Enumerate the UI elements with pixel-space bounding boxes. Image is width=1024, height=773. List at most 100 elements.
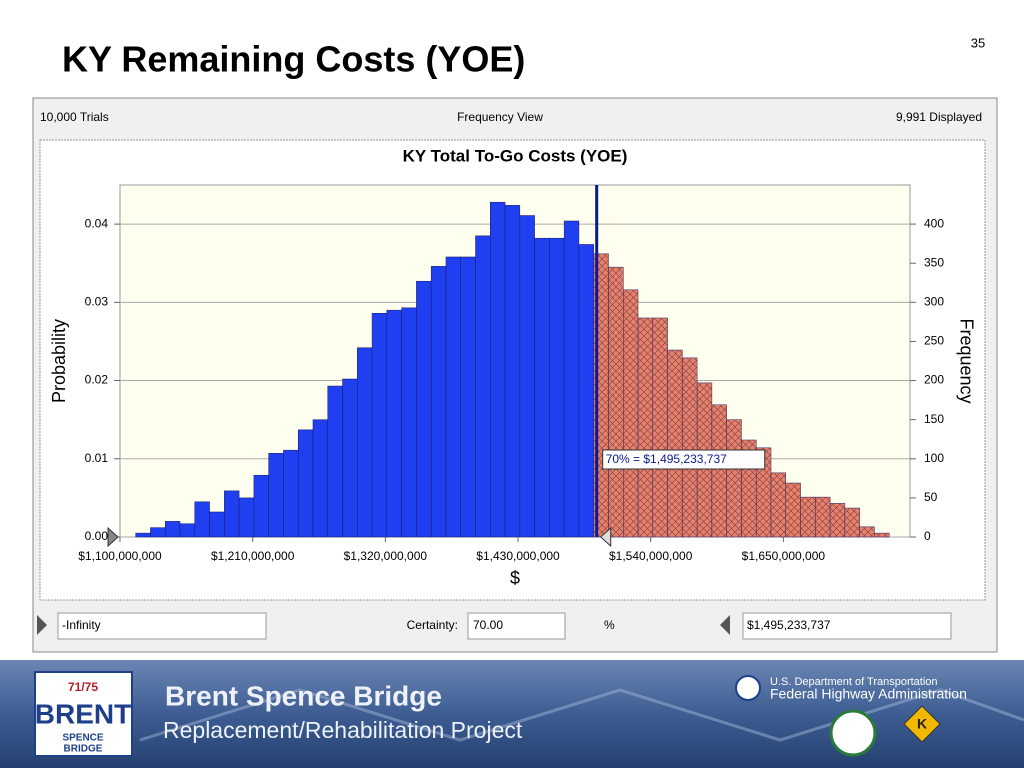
certainty-unit: % (604, 618, 615, 632)
left-value: -Infinity (62, 618, 101, 632)
y2-tick-label: 350 (924, 255, 944, 269)
bar-hatch (667, 350, 683, 537)
bar-hatch (726, 419, 742, 537)
bar (519, 215, 535, 538)
displayed: 9,991 Displayed (896, 110, 982, 124)
bar (312, 419, 329, 538)
bar (460, 256, 476, 538)
x-tick-label: $1,650,000,000 (742, 549, 826, 563)
x-tick-label: $1,430,000,000 (476, 549, 560, 563)
y2-tick-label: 400 (924, 216, 944, 230)
x-tick-label: $1,320,000,000 (344, 549, 428, 563)
bar (578, 244, 594, 538)
bar (327, 385, 343, 538)
x-tick-label: $1,100,000,000 (78, 549, 162, 563)
bar (549, 237, 565, 538)
y2-tick-label: 0 (924, 529, 931, 543)
annotation: 70% = $1,495,233,737 (606, 452, 727, 466)
bar-hatch (608, 267, 624, 537)
y-tick-label: 0.01 (85, 451, 109, 465)
bar (164, 521, 181, 538)
bar (386, 309, 402, 538)
k-logo-text: K (917, 716, 927, 732)
y2-tick-label: 300 (924, 295, 944, 309)
y-tick-label: 0.03 (85, 295, 109, 309)
certainty-label: Certainty: (407, 618, 458, 632)
bar-hatch (785, 483, 801, 537)
bar (194, 501, 210, 538)
bar-hatch (711, 404, 727, 537)
trials: 10,000 Trials (40, 110, 109, 124)
bar-hatch (682, 357, 698, 537)
certainty-value: 70.00 (473, 618, 503, 632)
bar-hatch (756, 447, 771, 537)
bar (268, 453, 284, 538)
bar (534, 237, 550, 538)
dot-line1: U.S. Department of Transportation (770, 676, 938, 688)
y2-tick-label: 50 (924, 490, 938, 504)
bridge-logo (34, 671, 133, 757)
footer-title: Brent Spence Bridge (165, 680, 442, 711)
right-grabber[interactable] (720, 615, 730, 635)
x-axis-label: $ (510, 568, 520, 588)
chart-title: KY Total To-Go Costs (YOE) (403, 146, 628, 165)
left-grabber[interactable] (37, 615, 47, 635)
right-marker (599, 526, 612, 548)
y-tick-label: 0.04 (85, 216, 109, 230)
bar (445, 256, 461, 538)
bar (563, 220, 580, 538)
bridge-silhouette (139, 688, 1024, 742)
dot-line2: Federal Highway Administration (770, 686, 967, 702)
bar (238, 497, 255, 538)
page-number: 35 (971, 35, 985, 50)
bar (224, 490, 240, 538)
bar (297, 429, 314, 538)
footer-subtitle: Replacement/Rehabilitation Project (163, 717, 523, 743)
logo-brent: BRENT (35, 698, 131, 729)
logo-spence: SPENCE (62, 733, 103, 744)
k-logo (903, 705, 941, 743)
y2-tick-label: 150 (924, 412, 944, 426)
y2-tick-label: 100 (924, 451, 944, 465)
bar-hatch (652, 317, 668, 537)
y2-tick-label: 200 (924, 373, 944, 387)
bar-hatch (800, 497, 816, 537)
bar-hatch (859, 526, 875, 537)
bar-hatch (844, 508, 860, 537)
left-input[interactable] (57, 612, 267, 640)
bar (342, 378, 358, 538)
left-marker (107, 526, 119, 548)
annotation-box (602, 449, 766, 470)
state-seal (829, 709, 877, 757)
bar (253, 474, 269, 538)
y-tick-label: 0.00 (85, 529, 109, 543)
bar (371, 313, 388, 538)
bar (209, 511, 225, 538)
right-input[interactable] (742, 612, 952, 640)
bar-hatch (638, 317, 653, 537)
y2-axis-label: Frequency (956, 318, 976, 403)
y-axis-label: Probability (49, 319, 69, 403)
bar (357, 347, 373, 538)
bar-hatch (623, 289, 639, 537)
right-value: $1,495,233,737 (747, 618, 831, 632)
bar-hatch (770, 472, 786, 537)
certainty-input[interactable] (467, 612, 566, 640)
bar (150, 527, 166, 538)
view-name: Frequency View (457, 110, 543, 124)
bar (475, 235, 491, 538)
logo-bridge: BRIDGE (64, 744, 103, 755)
bar (283, 449, 299, 538)
bar-hatch (830, 503, 845, 537)
bar (416, 280, 432, 538)
bar (401, 307, 417, 538)
chart: 0.00 0.01 0.02 0.03 0.04 0 50 100 150 200 250 300 35… (78, 185, 944, 563)
bar (504, 205, 521, 538)
bar (430, 266, 447, 538)
bar-hatch (874, 533, 890, 537)
logo-route: 71/75 (68, 680, 98, 694)
bar-hatch (815, 497, 831, 537)
y2-tick-label: 250 (924, 334, 944, 348)
slide-title: KY Remaining Costs (YOE) (62, 39, 525, 80)
bar (179, 523, 196, 538)
